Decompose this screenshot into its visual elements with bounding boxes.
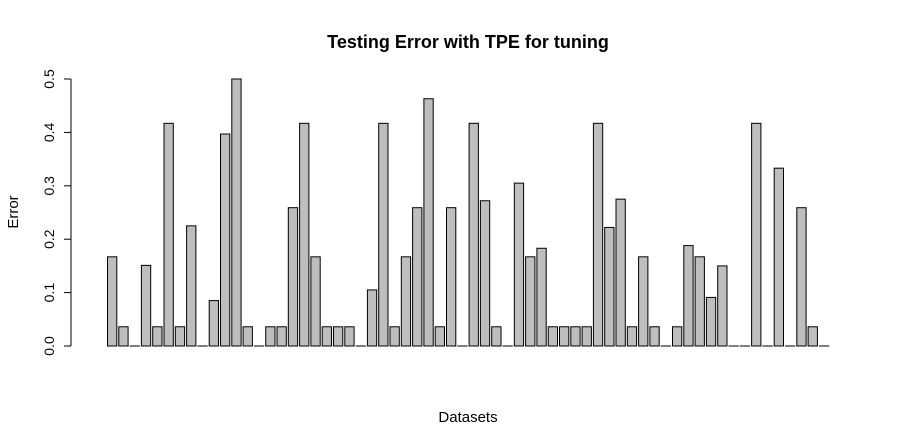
bar — [672, 326, 683, 347]
bar — [220, 133, 231, 347]
bar — [242, 326, 253, 347]
bar — [536, 247, 547, 347]
y-tick-label: 0.3 — [41, 176, 57, 196]
bar — [446, 207, 457, 347]
bar — [626, 326, 638, 347]
bar — [208, 300, 219, 347]
bar — [547, 326, 559, 347]
y-tick-label: 0.1 — [41, 283, 57, 303]
y-tick-label: 0.2 — [41, 229, 57, 249]
bar — [434, 326, 446, 347]
bar — [638, 256, 649, 347]
bar — [683, 245, 694, 347]
bar — [140, 264, 152, 347]
bar — [423, 98, 434, 347]
bar — [559, 326, 570, 347]
bar — [107, 256, 118, 347]
bar — [321, 326, 333, 347]
bar — [468, 122, 479, 347]
bar — [570, 326, 581, 347]
bar — [344, 326, 355, 347]
bar — [310, 256, 321, 347]
chart-title: Testing Error with TPE for tuning — [327, 32, 609, 52]
bar — [186, 225, 197, 347]
bar — [389, 326, 400, 347]
y-axis: 0.0 0.1 0.2 0.3 0.4 0.5 — [41, 69, 72, 356]
bar — [649, 326, 660, 347]
bar — [604, 226, 615, 347]
bar — [717, 265, 728, 347]
bar — [400, 256, 412, 347]
bar — [796, 207, 807, 347]
y-tick-label: 0.5 — [41, 69, 57, 89]
bar — [152, 326, 163, 347]
bar — [118, 326, 129, 347]
bar — [705, 296, 717, 347]
bar — [807, 326, 818, 347]
bar — [163, 122, 174, 347]
bar — [592, 122, 604, 347]
bar — [525, 256, 536, 347]
bar — [378, 122, 389, 347]
bar — [174, 326, 186, 347]
bar — [299, 122, 310, 347]
bar — [412, 207, 423, 347]
bar — [581, 326, 592, 347]
bar — [366, 289, 378, 347]
bars-group — [107, 78, 830, 347]
bar — [615, 198, 626, 347]
bar — [333, 326, 344, 347]
x-axis-label: Datasets — [438, 409, 497, 426]
bar — [276, 326, 287, 347]
bar — [694, 256, 705, 347]
bar — [513, 182, 525, 347]
bar — [265, 326, 276, 347]
bar — [479, 200, 491, 347]
bar — [773, 167, 785, 347]
y-tick-label: 0.0 — [41, 336, 57, 356]
bar — [231, 78, 242, 347]
bar — [287, 207, 299, 347]
bar — [491, 326, 502, 347]
bar — [751, 122, 762, 347]
y-tick-label: 0.4 — [41, 122, 57, 142]
y-axis-label: Error — [5, 195, 22, 228]
